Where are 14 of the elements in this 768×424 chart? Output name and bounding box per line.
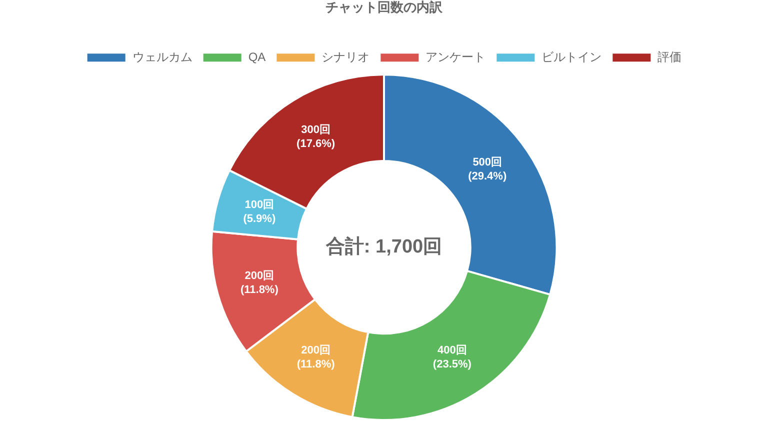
data-label: 300回 (17.6%) — [296, 124, 336, 150]
data-label: 200回 (11.8%) — [240, 270, 279, 296]
text: 合計: 1,700回 — [324, 236, 442, 258]
chart-title: チャット回数の内訳 — [326, 0, 444, 14]
legend-label: シナリオ — [322, 50, 370, 64]
data-label: 200回 (11.8%) — [296, 344, 336, 370]
data-label: 400回 (23.5%) — [432, 344, 472, 370]
legend-label: ウェルカム — [132, 50, 192, 64]
data-label: 500回 (29.4%) — [468, 156, 507, 182]
legend-label: 評価 — [658, 50, 682, 64]
data-label: 100回 (5.9%) — [243, 198, 276, 225]
legend-label: アンケート — [426, 50, 486, 64]
legend-label: ビルトイン — [542, 50, 602, 64]
legend-label: QA — [248, 50, 266, 64]
